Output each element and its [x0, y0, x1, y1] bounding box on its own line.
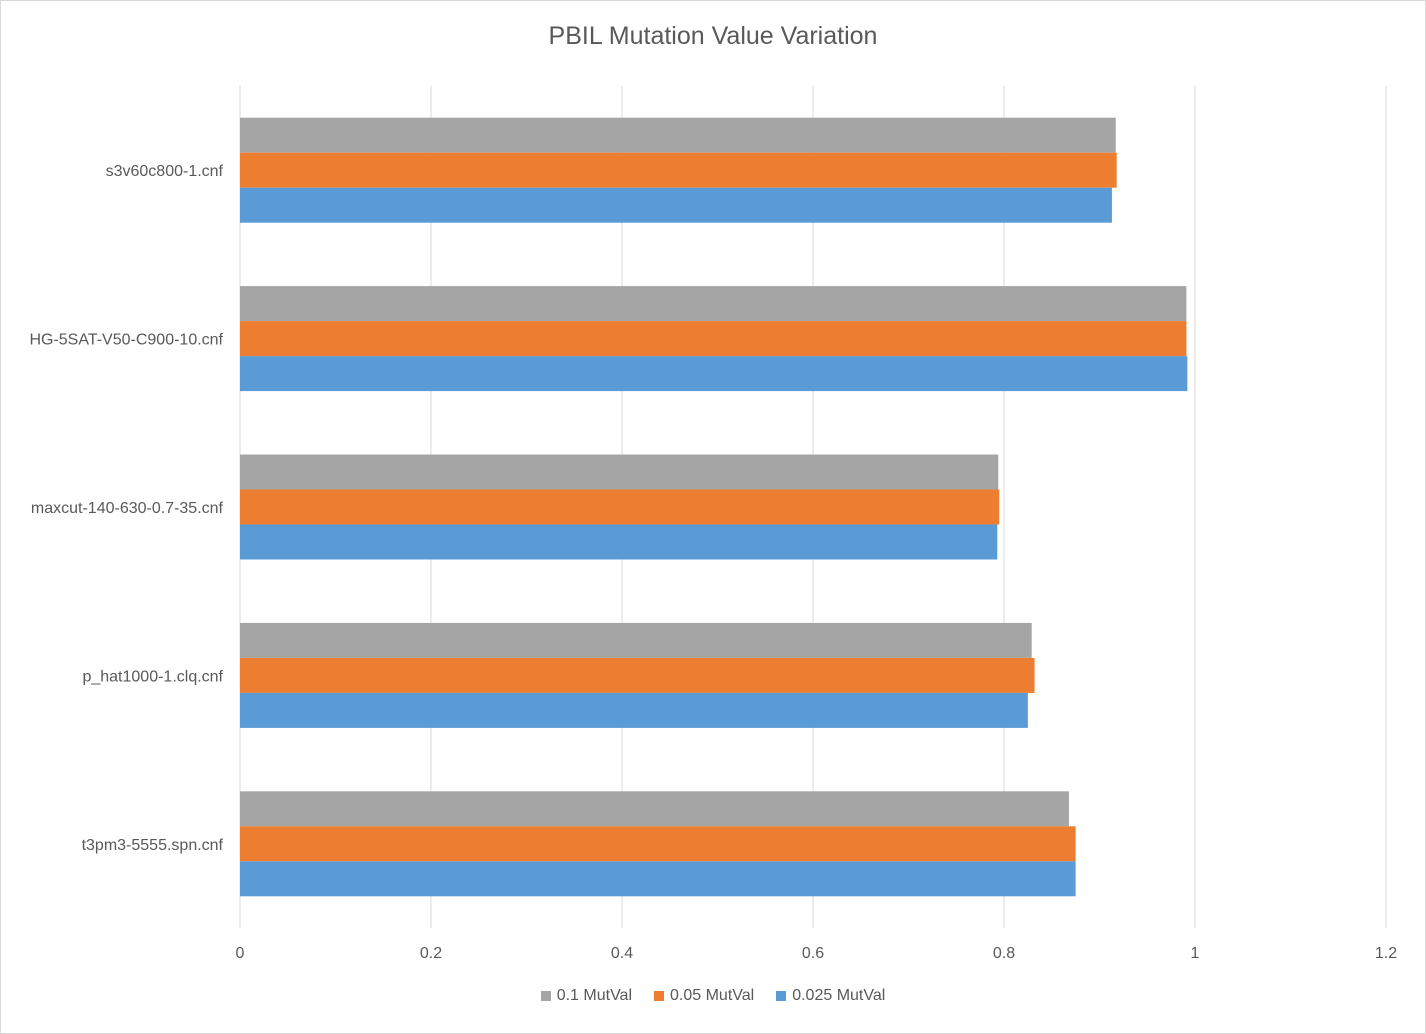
bar-0-1-mutval-hg-5sat-v50-c900-10-cnf — [240, 286, 1187, 322]
bar-0-025-mutval-maxcut-140-630-0-7-35-cnf — [240, 524, 998, 560]
legend-swatch-0.025-mutval — [776, 991, 787, 1001]
category-label: t3pm3-5555.spn.cnf — [82, 837, 224, 854]
x-tick-label: 0.2 — [420, 945, 442, 962]
legend-item-0.025-mutval: 0.025 MutVal — [776, 987, 885, 1005]
category-label: p_hat1000-1.clq.cnf — [82, 668, 223, 685]
legend-swatch-0.1-mutval — [540, 991, 551, 1001]
bar-0-1-mutval-maxcut-140-630-0-7-35-cnf — [240, 454, 999, 490]
chart-title: PBIL Mutation Value Variation — [548, 22, 878, 50]
bar-0-1-mutval-p-hat1000-1-clq-cnf — [240, 622, 1032, 658]
bar-0-025-mutval-t3pm3-5555-spn-cnf — [240, 861, 1076, 897]
bar-0-025-mutval-s3v60c800-1-cnf — [240, 187, 1112, 223]
legend-item-0.1-mutval: 0.1 MutVal — [540, 987, 632, 1005]
bar-0-05-mutval-t3pm3-5555-spn-cnf — [240, 826, 1076, 862]
bar-0-05-mutval-maxcut-140-630-0-7-35-cnf — [240, 489, 1000, 525]
legend-item-0.05-mutval: 0.05 MutVal — [654, 987, 754, 1005]
legend-label-0.1-mutval: 0.1 MutVal — [556, 987, 632, 1004]
bar-0-025-mutval-hg-5sat-v50-c900-10-cnf — [240, 356, 1188, 392]
category-label: HG-5SAT-V50-C900-10.cnf — [29, 332, 223, 349]
bar-0-1-mutval-t3pm3-5555-spn-cnf — [240, 791, 1069, 827]
x-tick-label: 1 — [1191, 945, 1200, 962]
legend-label-0.025-mutval: 0.025 MutVal — [792, 987, 886, 1004]
bar-0-1-mutval-s3v60c800-1-cnf — [240, 117, 1116, 153]
legend-swatch-0.05-mutval — [654, 991, 664, 1001]
bar-0-05-mutval-s3v60c800-1-cnf — [240, 152, 1117, 188]
x-tick-label: 0 — [236, 945, 245, 962]
x-tick-label: 1.2 — [1375, 945, 1397, 962]
x-tick-label: 0.4 — [611, 945, 633, 962]
bar-0-05-mutval-hg-5sat-v50-c900-10-cnf — [240, 321, 1187, 357]
x-tick-label: 0.6 — [802, 945, 824, 962]
category-label: s3v60c800-1.cnf — [106, 163, 224, 180]
x-tick-label: 0.8 — [993, 945, 1015, 962]
legend: 0.1 MutVal 0.05 MutVal 0.025 MutVal — [0, 987, 1426, 1005]
legend-label-0.05-mutval: 0.05 MutVal — [670, 987, 755, 1004]
bar-0-025-mutval-p-hat1000-1-clq-cnf — [240, 692, 1028, 728]
bar-0-05-mutval-p-hat1000-1-clq-cnf — [240, 657, 1035, 693]
category-label: maxcut-140-630-0.7-35.cnf — [31, 500, 224, 517]
